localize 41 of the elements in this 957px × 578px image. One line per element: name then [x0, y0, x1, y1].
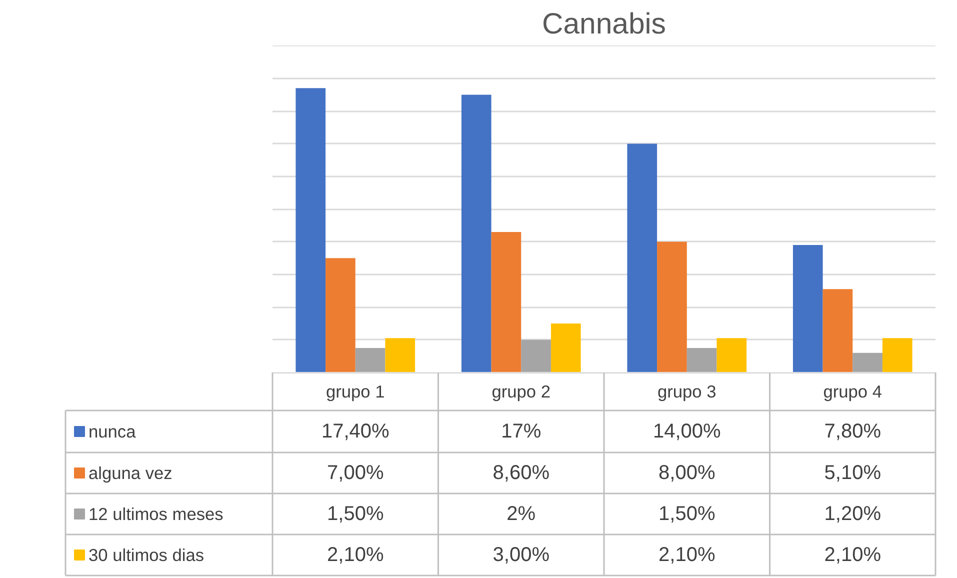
x-tick-label: grupo 4 [823, 382, 882, 402]
data-label: 2,10% [658, 544, 716, 566]
legend-label: 12 ultimos meses [88, 504, 224, 524]
bar [355, 348, 386, 372]
x-tick-label: grupo 3 [657, 382, 716, 402]
bar [385, 338, 416, 372]
data-label: 7,80% [824, 420, 882, 442]
bar [627, 144, 658, 372]
bar [296, 88, 326, 372]
data-label: 7,00% [327, 462, 384, 484]
bar [657, 242, 687, 372]
bar [326, 258, 356, 372]
bar [550, 323, 581, 372]
legend-label: nunca [88, 422, 136, 442]
data-label: 3,00% [492, 544, 550, 566]
data-label: 8,00% [658, 462, 716, 484]
bar [716, 338, 747, 372]
bar [461, 94, 492, 372]
chart-title: Cannabis [542, 8, 666, 40]
bar [882, 338, 912, 372]
data-label: 8,60% [492, 462, 550, 484]
data-label: 2,10% [824, 544, 882, 566]
data-label: 1,50% [658, 503, 716, 525]
data-label: 5,10% [824, 462, 882, 484]
data-label: 1,20% [824, 503, 882, 525]
data-label: 17% [501, 420, 542, 442]
x-tick-label: grupo 1 [326, 382, 385, 402]
bar [521, 340, 551, 372]
bar [491, 232, 522, 372]
data-label: 2,10% [327, 544, 384, 566]
data-label: 17,40% [321, 420, 390, 442]
legend-label: alguna vez [88, 463, 172, 483]
bar [792, 245, 823, 372]
x-tick-label: grupo 2 [492, 382, 551, 402]
data-label: 1,50% [327, 503, 384, 525]
bar [822, 289, 853, 372]
bar [686, 348, 717, 372]
bar [852, 352, 882, 372]
legend-label: 30 ultimos dias [88, 545, 204, 565]
data-label: 2% [506, 503, 536, 525]
data-label: 14,00% [652, 420, 722, 442]
